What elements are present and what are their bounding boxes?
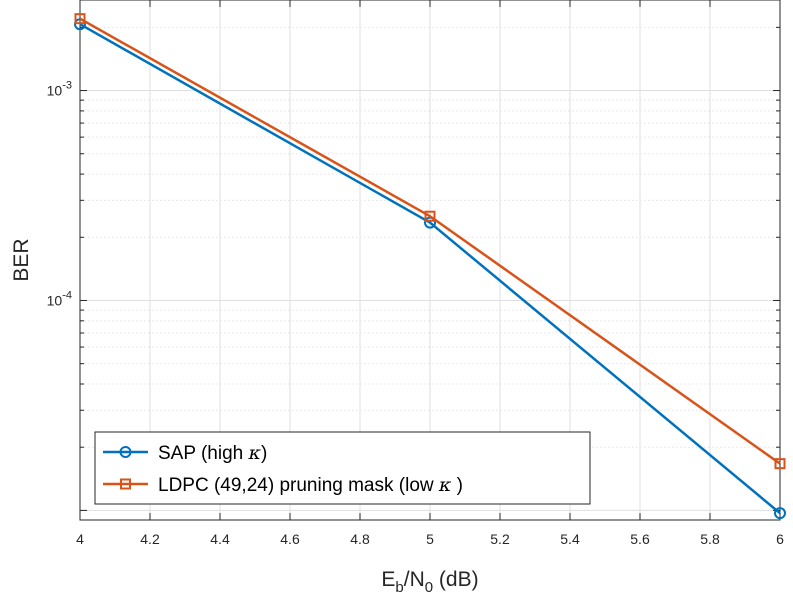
x-tick-label: 5 [426, 531, 434, 547]
y-tick-label-exponent: -3 [62, 80, 72, 92]
y-tick-label-base: 10 [47, 83, 63, 99]
x-tick-labels: 4 4.2 4.4 4.6 4.8 5 5.2 5.4 5.6 5.8 6 [76, 531, 784, 547]
y-tick-label-base: 10 [47, 292, 63, 308]
x-tick-label: 5.4 [560, 531, 580, 547]
x-tick-label: 4 [76, 531, 84, 547]
data-point-square [74, 13, 86, 25]
x-tick-label: 4.2 [140, 531, 160, 547]
x-tick-label: 4.6 [280, 531, 300, 547]
y-tick-label: 10-4 [47, 289, 72, 308]
series-line [79, 23, 781, 515]
x-axis-label-sub-0: 0 [425, 579, 433, 595]
legend: SAP (high κ) LDPC (49,24) pruning mask (… [94, 431, 591, 505]
y-tick-label: 10-3 [47, 80, 72, 99]
legend-label-sap-tail: ) [261, 443, 267, 464]
legend-label-ldpc-tail: ) [451, 475, 463, 496]
x-tick-label: 5.6 [630, 531, 650, 547]
x-tick-label: 5.8 [700, 531, 720, 547]
legend-label-ldpc-text: LDPC (49,24) pruning mask (low [158, 475, 439, 496]
data-point-circle [774, 507, 786, 520]
series-ldpc [74, 13, 786, 470]
legend-entry-ldpc: LDPC (49,24) pruning mask (low κ ) [103, 474, 463, 496]
series-layer [74, 13, 786, 520]
legend-marker-sap [119, 446, 132, 458]
legend-marker-ldpc [120, 478, 131, 490]
data-point-square [774, 458, 786, 470]
legend-label-sap: SAP (high κ) [158, 442, 267, 464]
x-tick-label: 6 [776, 531, 784, 547]
legend-label-sap-text: SAP (high [158, 443, 248, 464]
legend-box [94, 431, 591, 505]
legend-entry-sap: SAP (high κ) [103, 442, 267, 464]
y-tick-label-exponent: -4 [62, 289, 72, 301]
series-line [79, 17, 781, 465]
x-tick-label: 5.2 [490, 531, 510, 547]
x-axis-label-base: E [381, 568, 395, 591]
x-axis-label-mid: /N [404, 568, 425, 591]
legend-label-ldpc: LDPC (49,24) pruning mask (low κ ) [158, 474, 463, 496]
x-axis-label-sub-b: b [395, 579, 403, 595]
legend-label-sap-symbol: κ [247, 442, 261, 464]
x-tick-label: 4.4 [210, 531, 230, 547]
y-tick-labels: 10-310-4 [47, 80, 72, 309]
data-point-square [424, 210, 436, 222]
y-axis-label: BER [10, 238, 33, 281]
x-axis-label: Eb/N0 (dB) [381, 568, 478, 595]
legend-label-ldpc-symbol: κ [438, 474, 452, 496]
x-axis-label-unit: (dB) [433, 568, 479, 591]
x-tick-label: 4.8 [350, 531, 370, 547]
tick-marks [79, 0, 781, 521]
